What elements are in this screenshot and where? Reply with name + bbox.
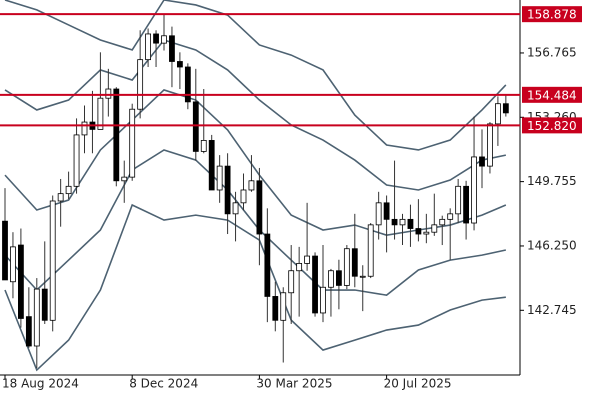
y-tick-label: 149.755: [527, 174, 577, 188]
candle-body: [487, 123, 493, 167]
candle-body: [383, 202, 390, 220]
candle-body: [304, 255, 311, 264]
candle-body: [264, 233, 271, 297]
candle-body: [328, 270, 334, 288]
candle-body: [359, 275, 366, 278]
candle-body: [391, 218, 398, 226]
candle-body: [57, 193, 64, 202]
candle-body: [248, 180, 255, 191]
candle-body: [407, 218, 414, 229]
candle-body: [25, 316, 32, 347]
candle-body: [97, 97, 104, 130]
candle-body: [137, 59, 144, 110]
candle-body: [153, 33, 159, 44]
candle-body: [375, 202, 382, 226]
candle-body: [184, 66, 191, 103]
candle-body: [2, 220, 8, 281]
candle-body: [447, 213, 454, 220]
candle-body: [200, 140, 207, 152]
candle-body: [224, 165, 231, 215]
candle-body: [399, 218, 406, 226]
y-tick-label: 156.765: [527, 45, 577, 59]
level-label: 152.820: [527, 119, 577, 133]
candle-body: [169, 35, 175, 62]
x-tick-label: 18 Aug 2024: [2, 377, 79, 391]
candle-body: [494, 103, 501, 125]
x-tick-label: 30 Mar 2025: [256, 377, 332, 391]
candle-body: [312, 255, 318, 314]
candle-body: [105, 88, 112, 99]
candle-body: [216, 165, 223, 191]
level-label-box: [522, 117, 582, 134]
candle-body: [81, 121, 88, 136]
candle-body: [232, 202, 239, 215]
candle-body: [463, 185, 470, 224]
candle-body: [17, 244, 24, 319]
candle-body: [351, 248, 358, 277]
candle-body: [10, 246, 16, 283]
candle-body: [41, 288, 48, 321]
candle-body: [431, 224, 438, 233]
candle-body: [343, 248, 350, 286]
candle-body: [192, 101, 199, 152]
candle-body: [471, 156, 477, 224]
candle-body: [439, 218, 446, 226]
candle-body: [296, 262, 303, 272]
candle-body: [423, 231, 430, 235]
candle-body: [121, 176, 128, 182]
candle-body: [455, 185, 462, 215]
candle-body: [49, 200, 56, 321]
candle-body: [145, 33, 152, 61]
band-line: [4, 0, 507, 151]
x-tick-label: 8 Dec 2024: [129, 377, 198, 391]
candle-body: [280, 292, 287, 321]
candle-body: [502, 103, 509, 114]
level-label: 154.484: [527, 88, 577, 102]
y-tick-label: 146.250: [527, 238, 577, 252]
candle-body: [176, 61, 183, 68]
candle-body: [288, 270, 295, 294]
level-label-box: [522, 6, 582, 23]
y-tick-label: 142.745: [527, 303, 577, 317]
candle-body: [129, 108, 136, 178]
plot-area: [2, 0, 509, 372]
candle-body: [367, 224, 374, 277]
candle-body: [33, 288, 40, 347]
level-label: 158.878: [527, 8, 577, 22]
candle-body: [256, 180, 263, 235]
candle-body: [208, 140, 215, 191]
candle-body: [73, 134, 80, 187]
candle-body: [479, 156, 485, 167]
x-tick-label: 20 Jul 2025: [384, 377, 452, 391]
candle-body: [320, 286, 326, 314]
candle-body: [161, 35, 167, 44]
level-label-box: [522, 86, 582, 103]
candle-body: [272, 296, 279, 321]
candle-body: [335, 270, 342, 286]
band-line: [4, 39, 507, 191]
candle-body: [65, 185, 72, 195]
candle-body: [113, 88, 120, 182]
candle-body: [415, 228, 422, 235]
candle-body: [240, 189, 247, 204]
